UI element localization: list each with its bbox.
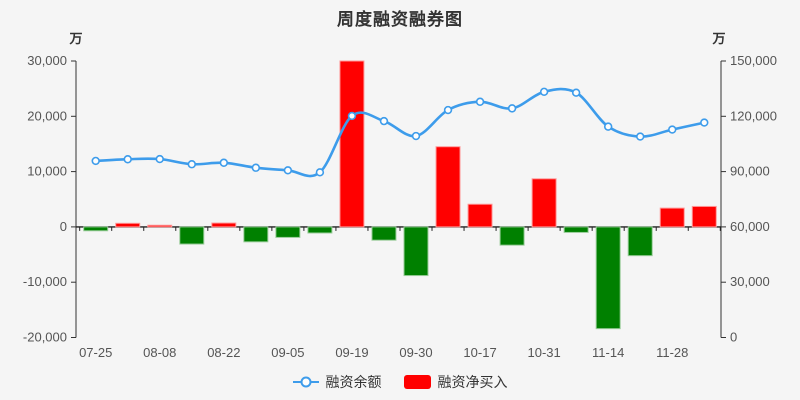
left-axis-tick-label: -10,000 [23,274,67,289]
legend-label-balance: 融资余额 [325,374,382,390]
left-axis-tick-label: 30,000 [27,53,67,68]
bar-series-marker-icon [403,375,431,389]
netbuy-bar[interactable] [243,226,269,243]
balance-line-point[interactable] [283,166,293,175]
left-axis-tick-label: 10,000 [27,164,67,179]
left-axis-tick-label: 20,000 [27,108,67,123]
balance-line-point[interactable] [123,155,132,164]
balance-line-point[interactable] [475,97,485,106]
left-axis-tick-label: 0 [60,219,67,234]
balance-line-point[interactable] [700,118,709,127]
balance-line-point[interactable] [91,156,100,166]
netbuy-bar[interactable] [339,60,365,228]
x-axis-tick-label: 07-25 [79,345,112,360]
balance-line-point[interactable] [603,122,613,131]
right-axis-tick-label: 30,000 [730,274,770,289]
chart-title: 周度融资融券图 [337,10,463,29]
x-axis-tick-label: 11-28 [656,345,688,360]
balance-line-point[interactable] [443,105,453,115]
netbuy-bar[interactable] [531,178,557,228]
legend-item-balance[interactable]: 融资余额 [292,372,382,392]
balance-line-point[interactable] [571,88,581,97]
balance-line-point[interactable] [507,104,517,113]
legend-item-netbuy[interactable]: 融资净买入 [403,372,508,392]
netbuy-bar[interactable] [211,222,237,228]
line-series-marker-icon [292,376,319,388]
balance-line-point[interactable] [219,158,229,167]
x-axis-tick-label: 08-08 [143,345,176,360]
netbuy-bar[interactable] [435,146,461,228]
left-axis-unit-label: 万 [68,31,82,46]
right-axis-tick-label: 90,000 [730,164,770,179]
x-axis-tick-label: 10-31 [527,345,560,360]
netbuy-bar[interactable] [179,226,205,245]
x-axis-tick-label: 11-14 [592,345,624,360]
legend: 融资余额 融资净买入 [0,372,800,392]
balance-line-point[interactable] [411,131,421,141]
netbuy-bar[interactable] [115,222,141,228]
right-axis-tick-label: 150,000 [730,53,777,68]
netbuy-bar[interactable] [275,226,301,238]
netbuy-bar[interactable] [691,205,717,228]
circle-marker-icon [300,376,311,388]
netbuy-bar[interactable] [659,207,685,228]
balance-line-point[interactable] [251,163,261,172]
balance-line-point[interactable] [187,160,196,169]
netbuy-bar[interactable] [83,226,109,232]
balance-line-point[interactable] [315,168,325,177]
right-axis-tick-label: 120,000 [730,108,777,123]
x-axis-tick-label: 08-22 [207,345,240,360]
balance-line-point[interactable] [668,125,677,134]
netbuy-bar[interactable] [467,203,493,228]
netbuy-bar[interactable] [307,226,333,234]
balance-line [94,87,706,178]
left-axis-tick-label: -20,000 [23,330,67,345]
x-axis-tick-label: 09-19 [335,345,368,360]
netbuy-bar[interactable] [563,226,589,233]
netbuy-bar[interactable] [403,226,429,277]
x-axis-tick-label: 10-17 [463,345,496,360]
balance-line-point[interactable] [347,111,357,121]
balance-line-point[interactable] [379,116,389,126]
netbuy-bar[interactable] [371,226,397,241]
right-axis-tick-label: 0 [730,330,737,345]
legend-label-netbuy: 融资净买入 [437,374,508,390]
right-axis-unit-label: 万 [711,31,725,46]
right-axis-tick-label: 60,000 [730,219,770,234]
netbuy-bar[interactable] [499,226,525,246]
x-axis-tick-label: 09-05 [271,345,304,360]
netbuy-bar[interactable] [147,224,173,228]
balance-line-point[interactable] [636,132,645,141]
balance-line-point[interactable] [539,87,549,96]
netbuy-bar[interactable] [627,226,653,257]
x-axis-tick-label: 09-30 [399,345,432,360]
netbuy-bar[interactable] [595,226,621,330]
balance-line-point[interactable] [155,154,164,164]
